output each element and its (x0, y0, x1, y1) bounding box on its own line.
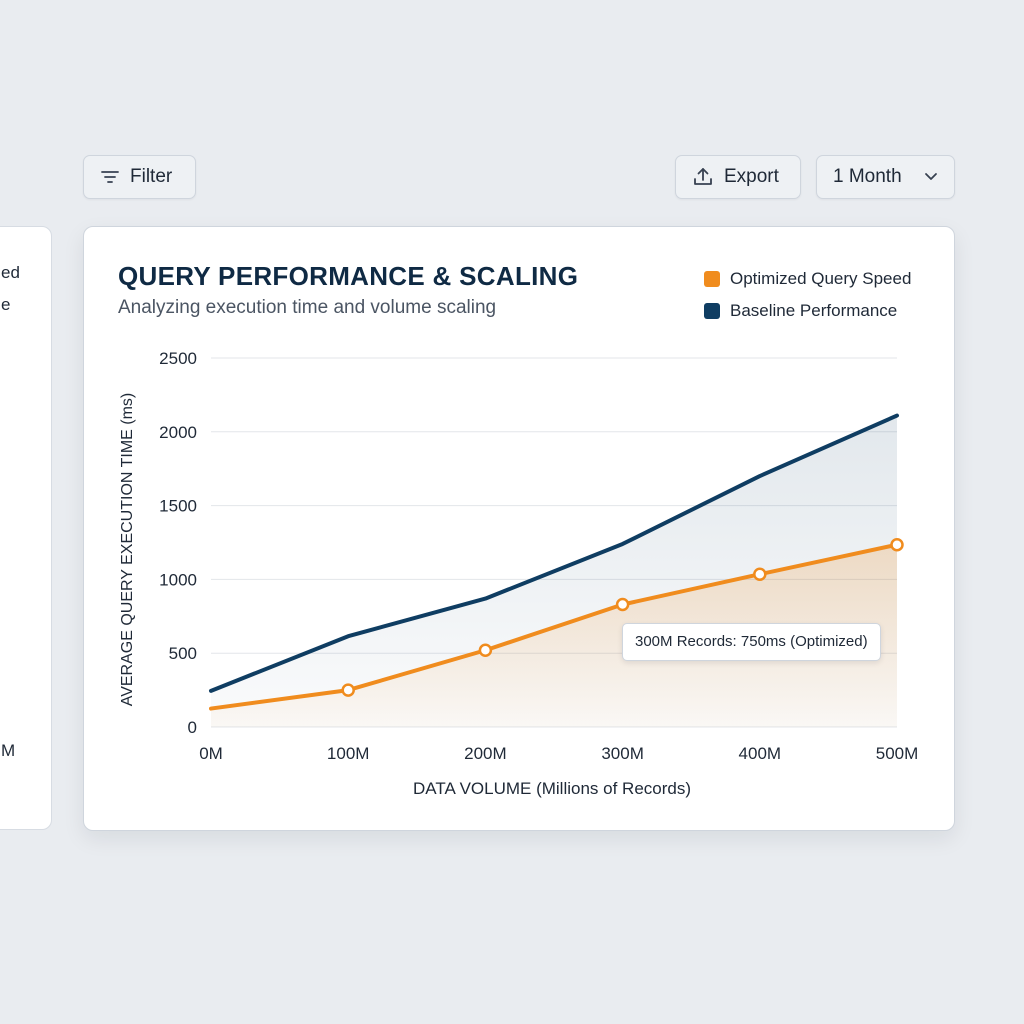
y-tick-label: 2000 (159, 423, 197, 442)
side-chart-card: ed e M (0, 226, 52, 830)
chart-plot: 0 500 1000 1500 2000 2500 0M 100M 200M 300M 400M 50… (119, 349, 919, 798)
x-tick-label: 0M (199, 744, 223, 763)
data-point-optimized (753, 567, 767, 581)
legend-label-baseline: Baseline Performance (730, 301, 898, 320)
data-point-optimized (615, 597, 630, 612)
y-tick-label: 1000 (159, 570, 197, 589)
data-point-optimized (890, 537, 904, 552)
export-button[interactable]: Export (675, 155, 801, 199)
chart-subtitle: Analyzing execution time and volume scal… (118, 297, 497, 318)
filter-icon (100, 169, 120, 185)
legend-item-baseline[interactable]: Baseline Performance (704, 295, 911, 327)
legend-item-optimized[interactable]: Optimized Query Speed (704, 263, 911, 295)
side-legend-fragment: e (1, 295, 11, 314)
legend-swatch-baseline (704, 303, 720, 319)
legend-swatch-optimized (704, 271, 720, 287)
period-select[interactable]: 1 Month (816, 155, 955, 199)
series-line-baseline (209, 413, 899, 693)
legend-label-optimized: Optimized Query Speed (730, 269, 912, 288)
x-axis-label: DATA VOLUME (Millions of Records) (413, 779, 691, 798)
chevron-down-icon (924, 172, 938, 182)
chart-title: QUERY PERFORMANCE & SCALING (118, 261, 579, 291)
data-point-optimized (341, 683, 355, 697)
filter-label: Filter (130, 166, 173, 187)
filter-button[interactable]: Filter (83, 155, 196, 199)
y-tick-label: 1500 (159, 497, 197, 516)
export-label: Export (724, 166, 779, 187)
y-tick-label: 0 (188, 718, 197, 737)
y-axis-label: AVERAGE QUERY EXECUTION TIME (ms) (119, 393, 136, 707)
x-tick-label: 500M (876, 744, 919, 763)
side-legend-fragment: ed (1, 263, 20, 282)
data-tooltip: 300M Records: 750ms (Optimized) (622, 623, 881, 661)
x-tick-label: 400M (739, 744, 782, 763)
x-tick-label: 200M (464, 744, 507, 763)
series-line-optimized (209, 542, 899, 711)
y-tick-label: 500 (169, 644, 197, 663)
chart-legend: Optimized Query Speed Baseline Performan… (704, 263, 911, 327)
side-tick-fragment: M (1, 741, 16, 760)
x-tick-label: 300M (601, 744, 644, 763)
data-point-optimized (478, 643, 493, 657)
x-tick-label: 100M (327, 744, 370, 763)
period-value: 1 Month (833, 166, 902, 187)
y-tick-label: 2500 (159, 349, 197, 368)
upload-icon (692, 166, 714, 188)
chart-card: 0 500 1000 1500 2000 2500 0M 100M 200M 300M 400M 50… (83, 226, 955, 831)
